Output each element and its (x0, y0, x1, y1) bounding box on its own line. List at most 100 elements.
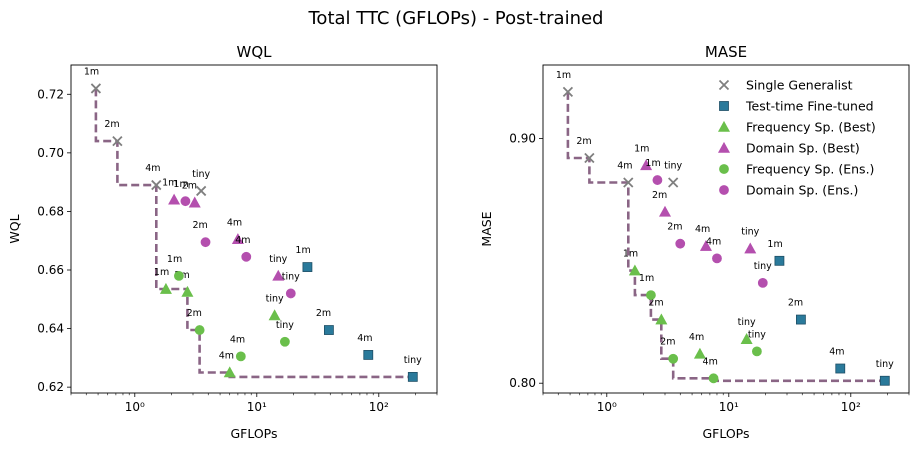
panel-mase: MASE 0.80 0.90 10⁰ 10¹ 10² GFLOPs MASE 1m 2m 4m tin… (479, 43, 910, 441)
series-frequency-sp-ens-wql: 1m 2m 4m tiny (167, 254, 294, 362)
point-label-domain-sp-ens-tiny: tiny (754, 261, 772, 272)
point-label-frequency-sp-ens-4m: 4m (703, 356, 718, 367)
point-label-single-generalist-tiny: tiny (664, 160, 682, 171)
legend-label-single-generalist: Single Generalist (746, 78, 853, 93)
point-domain-sp-best-2m (188, 196, 201, 208)
point-label-single-generalist-tiny: tiny (192, 169, 210, 180)
point-frequency-sp-best-4m (223, 366, 236, 378)
y-tick-label-mase: 0.80 (509, 376, 536, 390)
point-single-generalist-2m (584, 152, 595, 164)
point-domain-sp-best-1m (168, 193, 181, 205)
x-axis-label-wql: GFLOPs (230, 426, 277, 441)
point-label-frequency-sp-best-4m: 4m (219, 351, 234, 362)
legend-marker-frequency-sp-ens (719, 164, 729, 174)
point-domain-sp-best-1m (640, 159, 653, 171)
point-label-frequency-sp-ens-2m: 2m (660, 337, 675, 348)
point-label-frequency-sp-ens-tiny: tiny (276, 320, 294, 331)
point-test-time-fine-tuned-1m (302, 262, 313, 272)
x-tick-label-wql: 10² (369, 400, 389, 414)
legend-marker-frequency-sp-best (717, 120, 731, 132)
point-label-frequency-sp-ens-1m: 1m (167, 254, 182, 265)
point-single-generalist-tiny (668, 177, 679, 188)
point-test-time-fine-tuned-1m (774, 255, 785, 266)
legend-label-domain-sp-best: Domain Sp. (Best) (746, 141, 860, 156)
point-domain-sp-ens-2m (200, 237, 211, 248)
point-label-frequency-sp-best-tiny: tiny (738, 317, 756, 328)
y-tick-label-wql: 0.62 (37, 380, 64, 394)
legend-marker-test-time-fine-tuned (719, 101, 729, 111)
point-frequency-sp-ens-4m (708, 373, 719, 384)
point-label-single-generalist-1m: 1m (556, 70, 571, 81)
point-single-generalist-4m (151, 179, 162, 191)
point-domain-sp-best-tiny (744, 242, 757, 254)
legend-label-frequency-sp-ens: Frequency Sp. (Ens.) (746, 162, 874, 177)
plot-frame-mase (542, 64, 910, 394)
point-frequency-sp-best-2m (655, 313, 668, 325)
point-label-domain-sp-best-tiny: tiny (269, 254, 287, 265)
point-label-frequency-sp-ens-tiny: tiny (748, 329, 766, 340)
point-domain-sp-ens-4m (241, 251, 252, 262)
figure-title: Total TTC (GFLOPs) - Post-trained (308, 8, 604, 29)
point-frequency-sp-ens-2m (668, 353, 679, 364)
point-test-time-fine-tuned-4m (363, 350, 374, 360)
point-label-domain-sp-best-1m: 1m (634, 143, 649, 154)
point-label-frequency-sp-best-1m: 1m (623, 249, 638, 260)
point-frequency-sp-ens-1m (174, 270, 184, 281)
point-label-domain-sp-best-4m: 4m (695, 224, 710, 235)
y-tick-label-wql: 0.68 (37, 204, 64, 218)
plot-frame-wql (70, 64, 438, 394)
y-axis-label-wql: WQL (7, 214, 22, 243)
point-single-generalist-tiny (196, 185, 207, 197)
point-test-time-fine-tuned-2m (796, 314, 806, 325)
legend: Single Generalist Test-time Fine-tuned Fre… (717, 78, 876, 198)
point-frequency-sp-best-1m (628, 264, 641, 276)
point-label-test-time-fine-tuned-2m: 2m (788, 298, 803, 309)
panel-title-wql: WQL (237, 43, 273, 61)
point-label-domain-sp-ens-4m: 4m (235, 235, 250, 246)
panel-wql: WQL 0.62 0.64 0.66 0.68 0.70 0.72 10⁰ 10¹ 10² GFLO… (7, 43, 438, 441)
point-test-time-fine-tuned-tiny (407, 371, 418, 382)
x-tick-label-mase: 10¹ (719, 400, 739, 414)
point-frequency-sp-ens-tiny (280, 336, 290, 347)
legend-marker-single-generalist (718, 79, 730, 91)
series-single-generalist-mase: 1m 2m 4m tiny (556, 70, 683, 188)
point-domain-sp-ens-2m (675, 238, 686, 249)
point-single-generalist-2m (112, 136, 123, 147)
y-tick-label-mase: 0.90 (509, 131, 536, 145)
point-label-domain-sp-best-1m: 1m (162, 178, 177, 189)
point-domain-sp-ens-tiny (285, 288, 296, 299)
point-domain-sp-best-4m (699, 240, 712, 251)
series-test-time-fine-tuned-mase: 1m 2m 4m tiny (767, 239, 894, 386)
point-label-single-generalist-2m: 2m (104, 119, 119, 130)
point-label-domain-sp-ens-1m: 1m (173, 179, 188, 190)
point-test-time-fine-tuned-2m (324, 325, 334, 335)
point-frequency-sp-ens-4m (235, 351, 246, 362)
point-label-frequency-sp-best-2m: 2m (648, 298, 663, 309)
point-label-test-time-fine-tuned-4m: 4m (829, 347, 844, 358)
point-label-test-time-fine-tuned-tiny: tiny (876, 359, 894, 370)
y-tick-label-wql: 0.66 (37, 263, 64, 277)
pareto-frontier-mase (566, 91, 885, 383)
point-frequency-sp-best-4m (693, 347, 706, 359)
point-label-frequency-sp-ens-1m: 1m (639, 273, 654, 284)
panel-title-mase: MASE (705, 43, 747, 61)
legend-label-test-time-fine-tuned: Test-time Fine-tuned (745, 99, 874, 114)
point-label-test-time-fine-tuned-1m: 1m (295, 245, 310, 256)
point-label-domain-sp-best-2m: 2m (182, 181, 197, 192)
point-domain-sp-best-4m (231, 233, 244, 245)
series-frequency-sp-best-wql: 1m 2m 4m tiny (154, 267, 284, 378)
x-tick-label-mase: 10⁰ (597, 400, 617, 414)
point-label-domain-sp-ens-2m: 2m (193, 220, 208, 231)
point-domain-sp-ens-1m (652, 175, 663, 185)
point-label-test-time-fine-tuned-1m: 1m (767, 239, 782, 250)
point-label-domain-sp-ens-4m: 4m (706, 236, 721, 247)
point-domain-sp-ens-1m (180, 196, 191, 207)
point-label-single-generalist-2m: 2m (576, 136, 591, 147)
series-test-time-fine-tuned-wql: 1m 2m 4m tiny (295, 245, 422, 382)
point-label-frequency-sp-ens-4m: 4m (230, 334, 245, 345)
series-frequency-sp-ens-mase: 1m 2m 4m tiny (639, 273, 766, 384)
